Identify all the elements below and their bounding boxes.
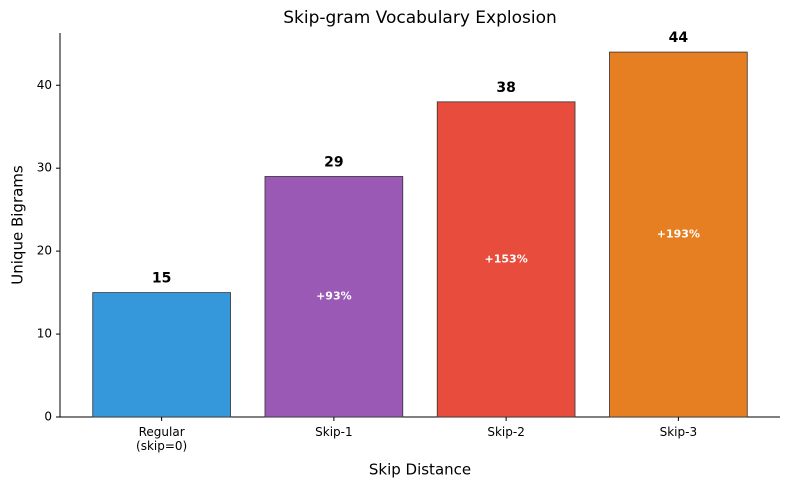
x-axis-label: Skip Distance [369, 461, 471, 479]
y-tick-label: 20 [37, 244, 52, 258]
value-label: 15 [152, 271, 171, 287]
y-tick-label: 40 [37, 78, 52, 92]
y-tick-label: 10 [37, 327, 52, 341]
x-tick-label: Skip-2 [487, 425, 525, 439]
x-tick-label: Regular (skip=0) [136, 425, 188, 453]
x-tick-label: Skip-1 [315, 425, 353, 439]
value-label: 38 [496, 80, 515, 96]
bar [92, 292, 231, 418]
y-tick-label: 0 [44, 410, 52, 424]
y-tick-label: 30 [37, 161, 52, 175]
bar [436, 101, 576, 418]
value-label: 44 [669, 30, 689, 46]
bar [264, 176, 404, 418]
chart-title: Skip-gram Vocabulary Explosion [283, 8, 557, 28]
x-tick-label: Skip-3 [659, 425, 698, 439]
increase-label: +193% [657, 228, 700, 241]
increase-label: +93% [316, 290, 352, 303]
value-label: 29 [324, 154, 343, 170]
increase-label: +153% [485, 252, 528, 265]
y-axis-label: Unique Bigrams [9, 165, 27, 285]
